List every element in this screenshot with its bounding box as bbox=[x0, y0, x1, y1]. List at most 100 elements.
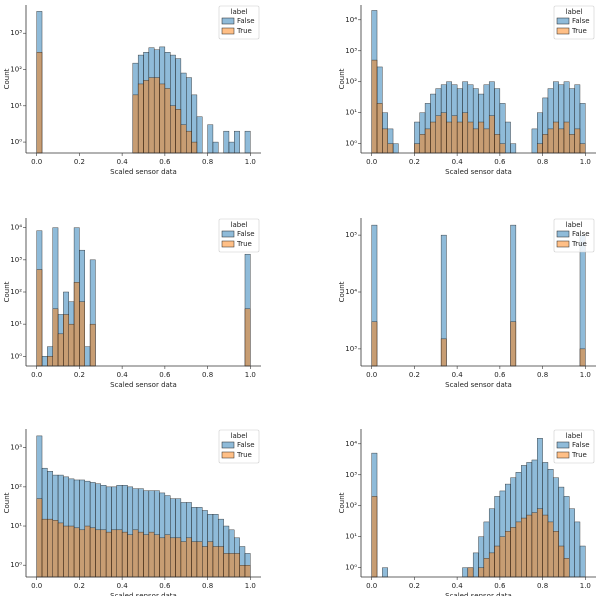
histogram-bar bbox=[223, 130, 230, 154]
histogram-bar bbox=[212, 546, 219, 578]
x-axis-label: Scaled sensor data bbox=[110, 168, 177, 176]
histogram-bar bbox=[392, 143, 399, 154]
x-axis-label: Scaled sensor data bbox=[110, 381, 177, 389]
x-tick-label: 0.8 bbox=[537, 371, 548, 379]
histogram-bar bbox=[467, 567, 474, 578]
histogram-bar bbox=[563, 558, 570, 578]
legend-label: True bbox=[571, 240, 587, 248]
y-tick-label: 10³ bbox=[345, 47, 357, 55]
histogram-bar bbox=[526, 514, 533, 578]
histogram-bar bbox=[387, 143, 394, 154]
legend-label: True bbox=[236, 451, 252, 459]
histogram-bar bbox=[553, 531, 559, 578]
y-tick-label: 10³ bbox=[10, 444, 22, 452]
histogram-bar bbox=[488, 552, 495, 578]
x-tick-label: 0.8 bbox=[537, 158, 548, 166]
x-tick-label: 0.8 bbox=[202, 582, 213, 590]
histogram-bar bbox=[89, 527, 96, 578]
histogram-bar bbox=[202, 546, 208, 578]
histogram-bar bbox=[542, 514, 549, 578]
histogram-bar bbox=[440, 338, 447, 367]
histogram-bar bbox=[451, 115, 458, 154]
histogram-bar bbox=[36, 269, 43, 367]
histogram-bar bbox=[95, 529, 101, 578]
histogram-bar bbox=[170, 105, 176, 154]
histogram-bar bbox=[499, 536, 506, 578]
histogram-bar bbox=[547, 128, 554, 154]
x-tick-label: 0.0 bbox=[366, 371, 377, 379]
subplot: 10⁰ 10¹ 10² 10³ 10⁴ 0.0 0.2 0.4 0.6 0.8 1.0 Scaled … bbox=[3, 218, 261, 389]
x-tick-label: 0.0 bbox=[366, 582, 377, 590]
legend-title: label bbox=[566, 221, 583, 229]
x-tick-label: 0.4 bbox=[117, 371, 129, 379]
histogram-bar bbox=[207, 124, 214, 154]
y-tick-label: 10² bbox=[10, 483, 22, 491]
legend-swatch bbox=[221, 17, 235, 25]
y-tick-label: 10⁵ bbox=[345, 231, 357, 239]
histogram-bar bbox=[579, 545, 586, 578]
histogram-bar bbox=[558, 128, 565, 154]
histogram-bar bbox=[239, 565, 246, 578]
y-axis-label: Count bbox=[338, 68, 346, 89]
histogram-bar bbox=[579, 143, 586, 154]
histogram-bar bbox=[228, 141, 235, 154]
histogram-bar bbox=[542, 134, 549, 154]
x-axis-label: Scaled sensor data bbox=[445, 381, 512, 389]
x-tick-label: 1.0 bbox=[580, 582, 591, 590]
histogram-bar bbox=[153, 534, 160, 578]
y-tick-label: 10¹ bbox=[10, 522, 22, 530]
y-tick-label: 10¹ bbox=[10, 320, 22, 328]
y-tick-label: 10⁰ bbox=[345, 564, 357, 572]
histogram-bar bbox=[478, 121, 485, 154]
y-tick-label: 10¹ bbox=[345, 533, 357, 541]
histogram-bar bbox=[531, 512, 538, 578]
histogram-bar bbox=[537, 508, 543, 578]
x-tick-label: 1.0 bbox=[245, 371, 256, 379]
legend-swatch bbox=[221, 441, 235, 449]
histogram-bar bbox=[127, 534, 134, 578]
legend-swatch bbox=[556, 17, 570, 25]
legend-swatch bbox=[556, 240, 570, 248]
histogram-bar bbox=[132, 94, 139, 154]
x-tick-label: 0.4 bbox=[452, 582, 464, 590]
histogram-bar bbox=[234, 130, 240, 154]
histogram-bar bbox=[563, 121, 570, 154]
legend-label: True bbox=[236, 27, 252, 35]
y-tick-label: 10² bbox=[10, 288, 22, 296]
x-tick-label: 1.0 bbox=[580, 158, 591, 166]
histogram-bar bbox=[73, 282, 80, 367]
histogram-bar bbox=[137, 531, 144, 578]
histogram-bar bbox=[440, 112, 447, 154]
histogram-bar bbox=[196, 116, 203, 154]
legend-label: False bbox=[572, 230, 590, 238]
legend-label: True bbox=[571, 451, 587, 459]
histogram-bar bbox=[36, 498, 43, 578]
histogram-bar bbox=[558, 545, 565, 578]
histogram-bar bbox=[105, 531, 112, 578]
histogram-bar bbox=[376, 103, 383, 154]
histogram-bar bbox=[494, 545, 501, 578]
x-tick-label: 0.6 bbox=[494, 158, 506, 166]
histogram-bar bbox=[73, 527, 80, 578]
histogram-bar bbox=[478, 567, 485, 578]
subplot: 10⁰ 10¹ 10² 10³ 0.0 0.2 0.4 0.6 0.8 1.0 Scaled sen… bbox=[3, 5, 261, 176]
histogram-bar bbox=[52, 308, 59, 367]
histogram-bar bbox=[228, 553, 235, 578]
y-tick-label: 10⁰ bbox=[10, 352, 22, 360]
histogram-bar bbox=[510, 527, 517, 578]
histogram-bar bbox=[569, 134, 575, 154]
histogram-bar bbox=[191, 541, 198, 578]
y-tick-label: 10³ bbox=[345, 471, 357, 479]
x-tick-label: 1.0 bbox=[245, 582, 256, 590]
histogram-bar bbox=[175, 109, 182, 154]
y-tick-label: 10⁴ bbox=[345, 288, 357, 296]
x-tick-label: 0.8 bbox=[202, 371, 213, 379]
legend-swatch bbox=[221, 240, 235, 248]
histogram-bar bbox=[521, 517, 527, 578]
x-axis-label: Scaled sensor data bbox=[110, 592, 177, 596]
histogram-bar bbox=[170, 537, 176, 578]
histogram-bar bbox=[499, 143, 506, 154]
y-tick-label: 10³ bbox=[10, 29, 22, 37]
